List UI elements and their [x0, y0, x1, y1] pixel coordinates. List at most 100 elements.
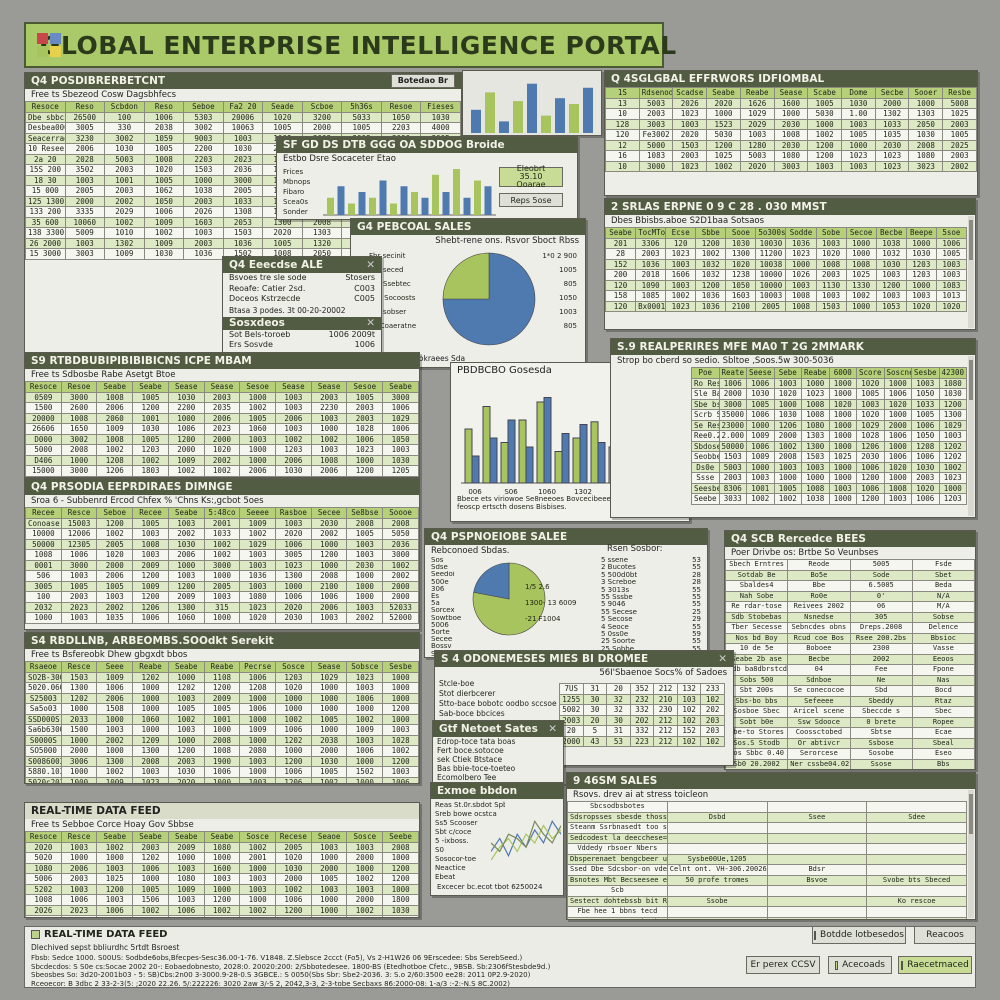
table-row[interactable]: 10000 12006 1002 1003 2002 1033 1002 2020 2002 10… — [25, 528, 419, 540]
table-row[interactable]: 10 de 5e Boboee 2300 Vasse — [725, 643, 975, 655]
table-row[interactable]: 506 1003 2006 1200 1003 1000 1036 1300 2008 1000 2… — [25, 570, 419, 582]
table-row[interactable]: 7US 31 20 352 212 132 233 — [559, 683, 725, 695]
table-row[interactable]: 1500 2600 2006 1200 2200 2035 1002 1003 2230 2003… — [25, 402, 419, 414]
table-row[interactable]: 5000 2008 1002 1203 2000 1020 1000 1203 1003 1023… — [25, 444, 419, 456]
list-item[interactable]: 25 Soorte 55 — [601, 638, 701, 646]
table-row[interactable]: Sestect dohtebssb bit Rebeeta ie 0E:Trin… — [567, 895, 967, 907]
table-row[interactable]: SO5000 2000 1000 1300 1200 1008 2080 1000 2000 10… — [25, 745, 419, 757]
close-icon[interactable]: ✕ — [718, 653, 727, 665]
table-row[interactable]: 200 2018 1606 1032 1238 10000 1026 2003 1025 1003… — [605, 269, 968, 281]
table-row[interactable]: Dbe sbbcs 26500 100 1006 5303 20006 1020 3200 50… — [25, 111, 461, 123]
records-button[interactable]: Reacoos — [914, 926, 976, 944]
table-row[interactable]: Tber Secesse Sebncdes obns Dreps.2008 Delen… — [725, 622, 975, 634]
table-row[interactable]: Vddedy rbsoer Nbers — [567, 843, 967, 855]
table-row[interactable]: 5202 1003 1200 1005 1009 1000 1003 1002 1003 1003… — [25, 883, 419, 895]
table-row[interactable]: Ssse 2003 1003 1000 1000 1000 1200 1000 2003 1023 — [691, 472, 967, 484]
table-row[interactable]: D406 1000 1208 1002 1009 2002 1000 2006 1008 1000… — [25, 454, 419, 466]
table-row[interactable]: Sdb Stobebas Nsnedse 305 Sobse — [725, 611, 975, 623]
table-row[interactable]: Sbt 200s Se conecocoe Sbd Bocd — [725, 685, 975, 697]
vertical-scrollbar[interactable] — [968, 216, 974, 328]
table-row[interactable]: 152 1036 1003 1032 1020 10038 1000 1008 1008 1030… — [605, 258, 968, 270]
table-row[interactable]: 20 5 31 332 212 152 203 — [559, 725, 725, 737]
table-row[interactable]: 5880.10381000100210031030100610001006100… — [25, 766, 419, 778]
table-row[interactable]: 16 1083 2003 1025 5003 1080 1200 1023 1023 1080 20… — [605, 150, 977, 162]
table-row[interactable]: Sedcodest la deecchese=bsecedy — [567, 832, 967, 844]
table-row[interactable]: 120 1090 1003 1200 1050 10000 1003 1130 1330 1200… — [605, 279, 968, 291]
close-icon[interactable]: ✕ — [366, 316, 375, 329]
table-row[interactable]: Sbcsodbsbotes — [567, 801, 967, 813]
table-row[interactable]: 0509 3000 1008 1005 1030 2003 1000 1003 2003 1005… — [25, 391, 419, 403]
table-row[interactable]: Steanm Ssrbnasedt too stcereet — [567, 822, 967, 834]
list-item[interactable]: 55 Secese 25 — [601, 608, 701, 616]
table-row[interactable]: Sle Bae200010301020102310001005100610501… — [691, 388, 967, 400]
table-row[interactable]: 5020.06081300100610001202120012081020100… — [25, 682, 419, 694]
table-row[interactable]: 2026 2023 1006 1002 1006 1002 1002 1200 1000 1002… — [25, 904, 419, 916]
table-row[interactable]: Nah Sobe Ro0e 0' N/A — [725, 590, 975, 602]
table-row[interactable]: D000 3002 1008 1005 1200 2000 1003 1002 1002 1006… — [25, 433, 419, 445]
table-row[interactable]: 50000 12305 2005 1008 1030 1002 1029 1006 1000 10… — [25, 538, 419, 550]
list-item[interactable]: 5 Secose 29 — [601, 615, 701, 623]
table-row[interactable]: Sos.S Stodb Or abtivcr Ssbose Sbeal — [725, 737, 975, 749]
table-row[interactable]: 5020 1000 1000 1202 1000 1000 2001 1020 1000 2000… — [25, 852, 419, 864]
table-row[interactable]: 15000 3000 1206 1803 1002 1002 2006 1030 2006 120… — [25, 465, 419, 477]
table-row[interactable]: Se Resee23000100012061080100010292000100… — [691, 419, 967, 431]
list-item[interactable]: 4 Seoce 55 — [601, 623, 701, 631]
table-row[interactable]: S0000S 1000 2002 1209 1000 2008 1000 1202 2038 10… — [25, 734, 419, 746]
table-row[interactable]: Sbe-to Stores Coossctobed Sbtse Ecae — [725, 727, 975, 739]
bottom-locations-button[interactable]: Botdde lotbesedos — [812, 926, 906, 944]
table-row[interactable]: Sbdose 50000 1006 1002 1300 1000 1206 1000 1208 1… — [691, 440, 967, 452]
table-row[interactable]: 2020 1003 1002 2003 2009 1080 1002 2005 1003 1003… — [25, 841, 419, 853]
table-row[interactable]: Sos Sbbc 0.40 Serorcese Sosobe Eseo — [725, 748, 975, 760]
table-row[interactable]: Sbaldes4 Bbe 6.5005 Beda — [725, 580, 975, 592]
table-row[interactable]: Seesqe seeece toth.obe ob. 2 6bbdes — [567, 916, 967, 919]
vertical-scrollbar[interactable] — [968, 790, 974, 918]
table-row[interactable]: Sbe bs 3000 1005 1000 1008 1020 1003 1020 1033 12… — [691, 398, 967, 410]
table-row[interactable]: 2000 43 53 223 212 102 102 — [559, 735, 725, 747]
table-row[interactable]: Sa5o03 1000 1508 1000 1005 1005 1006 1000 1000 10… — [25, 703, 419, 715]
list-item[interactable]: 25 Sobbe 55 — [601, 645, 701, 653]
accounts-button[interactable]: Acecoads — [828, 956, 892, 974]
table-row[interactable]: S0086003 3006 1300 2008 2003 1900 1003 1200 1030… — [25, 755, 419, 767]
table-row[interactable]: 5002 30 32 332 230 102 202 — [559, 704, 725, 716]
table-row[interactable]: 28 2003 1023 1002 1300 11200 1023 1020 1000 1032 1… — [605, 248, 968, 260]
table-row[interactable]: Ro Resca10061006100310001000102010001003… — [691, 377, 967, 389]
legend-toggle-button[interactable]: Eleobrt 35.10 Ooarae — [499, 165, 563, 189]
list-item[interactable]: 5 3013s 55 — [601, 586, 701, 594]
table-row[interactable]: 120 Fe3002 2020 5030 1003 1008 1002 1005 1035 103… — [605, 129, 977, 141]
table-row[interactable]: Ree0.2 2.000 1009 2000 1303 1000 1028 1006 1050 1… — [691, 430, 967, 442]
table-row[interactable]: 1008 1006 1003 1506 1003 1200 1000 1006 1000 2000… — [25, 894, 419, 906]
table-row[interactable]: 201 3306 120 1200 1030 10030 1036 1003 1000 1038 1… — [605, 237, 968, 249]
table-row[interactable]: Seebe 3033 1002 1002 1038 1000 1200 1003 1006 120… — [691, 493, 967, 505]
table-row[interactable]: Scb — [567, 885, 967, 897]
list-item[interactable]: 3 Screboe 28 — [601, 578, 701, 586]
table-row[interactable]: Sa6b6300 1500 1003 1000 1003 1000 1009 1006 1000… — [25, 724, 419, 736]
table-row[interactable]: 1080 2006 1003 1006 1003 1600 1000 1030 2000 1000… — [25, 862, 419, 874]
table-row[interactable]: 2003 20 30 202 212 102 203 — [559, 714, 725, 726]
table-row[interactable]: 100 2003 1003 1200 2009 1003 1080 1006 1006 1000 2… — [25, 591, 419, 603]
report-size-button[interactable]: Reps 5ose — [499, 193, 563, 207]
table-row[interactable]: Ds0e 5003 1000 1003 1003 1000 1006 1020 1030 1002 — [691, 461, 967, 473]
table-row[interactable]: 5006 2003 1025 1000 1080 1003 1003 2000 1005 1002… — [25, 873, 419, 885]
table-row[interactable]: 1008 1006 1020 1003 2006 1002 1003 3005 1200 1003… — [25, 549, 419, 561]
recalculate-button[interactable]: Raecetmaced — [898, 956, 972, 974]
panel-action-button[interactable]: Botedao Br — [390, 74, 455, 88]
close-icon[interactable]: ✕ — [366, 259, 375, 271]
list-item[interactable]: 55 Sssbe 55 — [601, 593, 701, 601]
table-row[interactable]: S25003 1202 2006 1000 1003 2009 1000 1000 1000 10… — [25, 692, 419, 704]
table-row[interactable]: Desbea0009300533020383002100631005200010… — [25, 122, 461, 134]
table-row[interactable]: Sb0 20.2002 Ner cssbe04.02 Ssose Bbs — [725, 758, 975, 769]
table-row[interactable]: Sotdab Be Bo5e Sode Sbet — [725, 569, 975, 581]
table-row[interactable]: 5008100620001000100320201006100310062002… — [25, 915, 419, 917]
table-row[interactable]: SSD000S 2033 1000 1060 1002 1001 1000 1002 1005 1… — [25, 713, 419, 725]
table-row[interactable]: Sbs-bo bbs Sefeeee Sbeddy Rtaz — [725, 695, 975, 707]
table-row[interactable]: 128 3003 1003 1523 2029 2030 1000 1003 1033 2050 2… — [605, 118, 977, 130]
table-row[interactable]: 0001 3000 2000 2009 1000 3000 1003 1023 1000 2030… — [25, 559, 419, 571]
table-row[interactable]: Sbech Erntres Reode 5005 Fsde — [725, 559, 975, 571]
table-row[interactable]: Sosboe Sbec Aricel scene Sbeccde s Sbec — [725, 706, 975, 718]
table-row[interactable]: Conoase 15003 1200 1005 1003 2001 1009 1003 2030… — [25, 517, 419, 529]
table-row[interactable]: Nos bd Boy Rcud coe Bos Rsee 200.2bs Bbsioc — [725, 632, 975, 644]
table-row[interactable]: 26606 1650 1009 1030 1006 2023 1060 1003 1000 102… — [25, 423, 419, 435]
table-row[interactable]: Fbe hee 1 bbns tecd — [567, 906, 967, 918]
table-row[interactable]: Seobbe 1503 1009 2008 1503 1025 2030 1006 1006 12… — [691, 451, 967, 463]
